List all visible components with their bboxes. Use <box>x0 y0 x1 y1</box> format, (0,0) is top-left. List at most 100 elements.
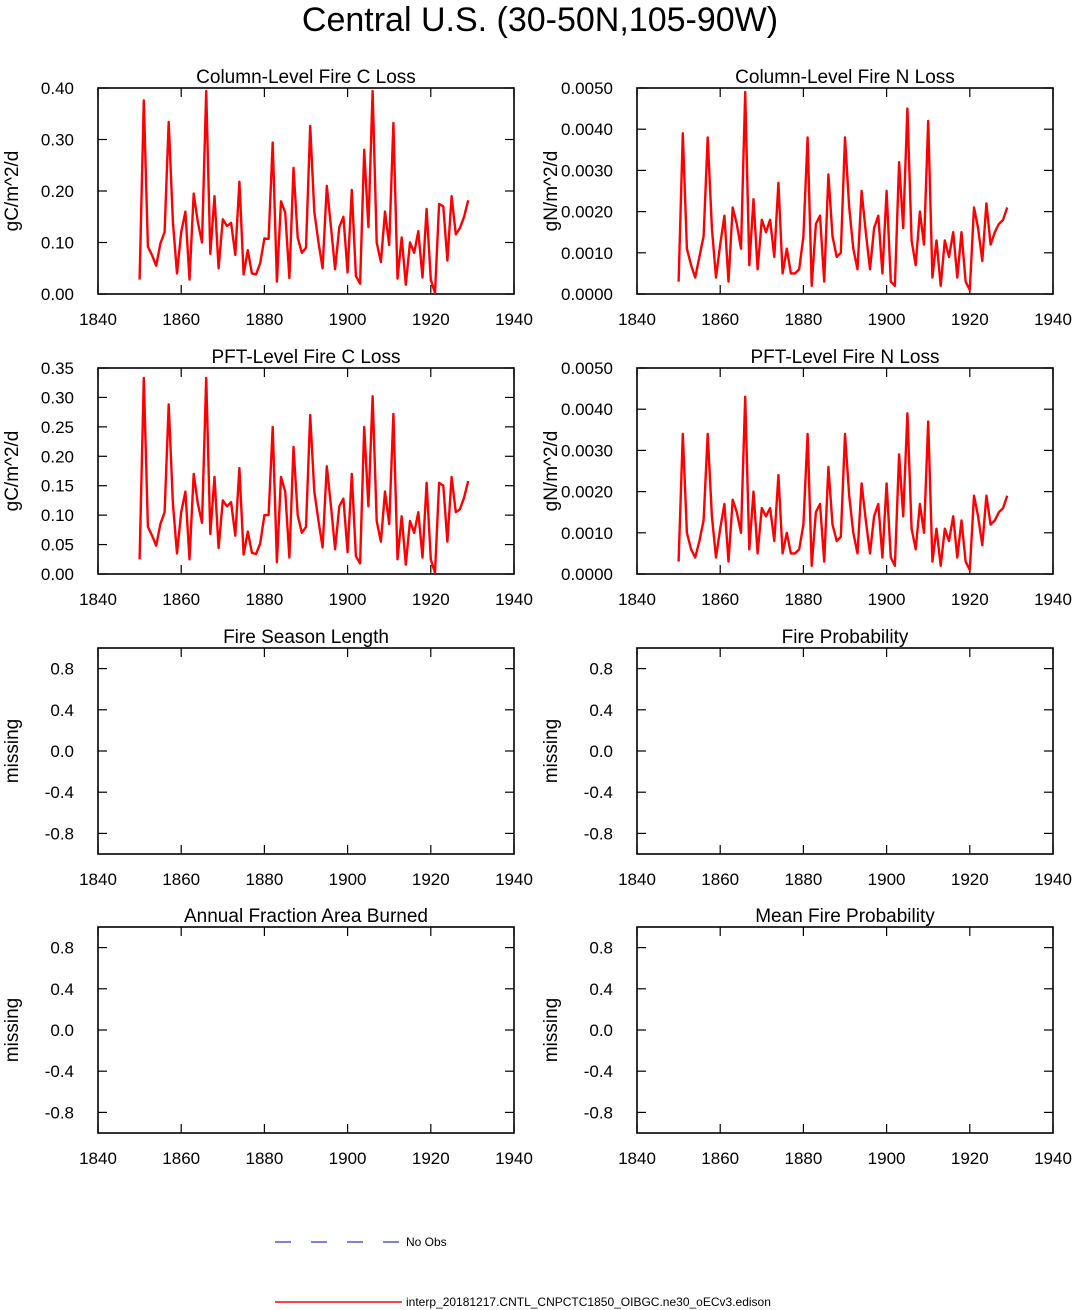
y-tick-label: 0.8 <box>589 939 613 958</box>
y-tick-label: -0.8 <box>584 1103 613 1122</box>
chart-panel-6: Annual Fraction Area Burned 1840 1860 1880 1… <box>2 906 533 1168</box>
y-tick-label: 0.0 <box>589 1021 613 1040</box>
y-tick-label: 0.0050 <box>561 79 613 98</box>
y-tick-label: 0.10 <box>41 506 74 525</box>
x-tick-label: 1840 <box>79 870 117 889</box>
plot-frame <box>97 926 515 1134</box>
x-tick-label: 1920 <box>951 870 989 889</box>
x-tick-label: 1860 <box>162 1149 200 1168</box>
y-tick-label: 0.35 <box>41 359 74 378</box>
y-tick-label: 0.30 <box>41 131 74 150</box>
x-tick-label: 1900 <box>329 1149 367 1168</box>
x-tick-label: 1840 <box>618 590 656 609</box>
x-tick-label: 1920 <box>412 870 450 889</box>
x-tick-label: 1860 <box>701 1149 739 1168</box>
panel-title: PFT-Level Fire N Loss <box>751 347 940 368</box>
y-axis-label: gC/m^2/d <box>2 431 23 512</box>
plot-frame <box>636 647 1054 855</box>
x-tick-label: 1940 <box>495 310 533 329</box>
plot-frame <box>97 647 515 855</box>
y-tick-label: -0.8 <box>584 824 613 843</box>
y-tick-label: 0.0040 <box>561 400 613 419</box>
chart-panel-5: Fire Probability 1840 1860 1880 1900 1920 1940… <box>541 627 1072 889</box>
panel-title: Column-Level Fire C Loss <box>196 67 416 88</box>
x-tick-label: 1840 <box>79 1149 117 1168</box>
y-axis-label: missing <box>541 719 562 783</box>
x-tick-label: 1900 <box>329 870 367 889</box>
y-tick-label: 0.15 <box>41 477 74 496</box>
y-axis-label: missing <box>2 998 23 1062</box>
y-tick-label: 0.4 <box>589 701 613 720</box>
x-tick-label: 1940 <box>495 1149 533 1168</box>
legend-obs-label: No Obs <box>406 1235 447 1249</box>
y-tick-label: -0.4 <box>45 1062 74 1081</box>
y-tick-label: 0.20 <box>41 447 74 466</box>
y-axis-label: missing <box>2 719 23 783</box>
series-line-0 <box>138 89 470 295</box>
panel-title: Mean Fire Probability <box>755 906 935 927</box>
x-tick-label: 1840 <box>79 310 117 329</box>
x-tick-label: 1880 <box>245 870 283 889</box>
x-tick-label: 1920 <box>412 1149 450 1168</box>
y-tick-label: 0.30 <box>41 388 74 407</box>
y-axis-label: gC/m^2/d <box>2 151 23 232</box>
y-tick-label: 0.0000 <box>561 565 613 584</box>
y-axis-label: missing <box>541 998 562 1062</box>
x-tick-label: 1920 <box>412 310 450 329</box>
y-tick-label: 0.0020 <box>561 203 613 222</box>
y-tick-label: 0.4 <box>589 980 613 999</box>
x-tick-label: 1840 <box>618 870 656 889</box>
y-tick-label: 0.0 <box>50 742 74 761</box>
y-tick-label: 0.0010 <box>561 524 613 543</box>
y-tick-label: 0.0050 <box>561 359 613 378</box>
legend: No Obs interp_20181217.CNTL_CNPCTC1850_O… <box>275 1235 771 1309</box>
y-tick-label: 0.00 <box>41 285 74 304</box>
series-line-0 <box>677 395 1009 572</box>
y-tick-label: 0.4 <box>50 980 74 999</box>
x-tick-label: 1860 <box>701 310 739 329</box>
figure-title: Central U.S. (30-50N,105-90W) <box>302 1 778 39</box>
y-tick-label: 0.0000 <box>561 285 613 304</box>
y-tick-label: -0.4 <box>584 1062 613 1081</box>
y-tick-label: 0.10 <box>41 234 74 253</box>
y-tick-label: 0.0010 <box>561 244 613 263</box>
x-tick-label: 1880 <box>245 590 283 609</box>
panel-title: Fire Season Length <box>223 627 389 648</box>
y-tick-label: 0.4 <box>50 701 74 720</box>
chart-panel-1: Column-Level Fire N Loss 1840 1860 1880 1900… <box>541 67 1072 329</box>
x-tick-label: 1920 <box>951 590 989 609</box>
x-tick-label: 1920 <box>412 590 450 609</box>
chart-panel-0: Column-Level Fire C Loss 1840 1860 1880 1900… <box>2 67 533 329</box>
x-tick-label: 1940 <box>495 870 533 889</box>
y-tick-label: 0.0040 <box>561 120 613 139</box>
y-tick-label: 0.0 <box>589 742 613 761</box>
y-tick-label: 0.8 <box>589 660 613 679</box>
x-tick-label: 1860 <box>701 590 739 609</box>
y-tick-label: 0.0030 <box>561 161 613 180</box>
chart-panel-3: PFT-Level Fire N Loss 1840 1860 1880 1900 192… <box>541 347 1072 609</box>
x-tick-label: 1900 <box>329 310 367 329</box>
y-tick-label: 0.8 <box>50 660 74 679</box>
x-tick-label: 1900 <box>868 310 906 329</box>
chart-panel-4: Fire Season Length 1840 1860 1880 1900 1920 19… <box>2 627 533 889</box>
x-tick-label: 1860 <box>162 310 200 329</box>
y-tick-label: 0.40 <box>41 79 74 98</box>
plot-frame <box>97 367 515 575</box>
x-tick-label: 1840 <box>79 590 117 609</box>
plot-frame <box>636 926 1054 1134</box>
y-tick-label: 0.05 <box>41 536 74 555</box>
y-tick-label: 0.0020 <box>561 483 613 502</box>
x-tick-label: 1880 <box>784 870 822 889</box>
chart-panel-7: Mean Fire Probability 1840 1860 1880 1900 192… <box>541 906 1072 1168</box>
chart-panel-2: PFT-Level Fire C Loss 1840 1860 1880 1900 192… <box>2 347 533 609</box>
y-tick-label: -0.8 <box>45 1103 74 1122</box>
plot-frame <box>636 87 1054 295</box>
x-tick-label: 1880 <box>245 310 283 329</box>
x-tick-label: 1940 <box>495 590 533 609</box>
x-tick-label: 1860 <box>701 870 739 889</box>
y-tick-label: -0.4 <box>584 783 613 802</box>
y-tick-label: -0.8 <box>45 824 74 843</box>
panel-title: Annual Fraction Area Burned <box>184 906 428 927</box>
x-tick-label: 1860 <box>162 870 200 889</box>
